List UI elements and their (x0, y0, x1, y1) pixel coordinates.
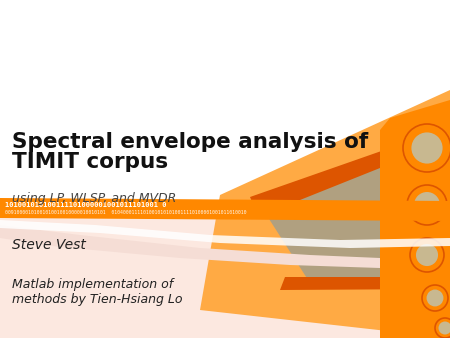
Polygon shape (255, 128, 450, 283)
Circle shape (422, 285, 448, 311)
Text: Matlab implementation of: Matlab implementation of (12, 278, 173, 291)
Polygon shape (0, 225, 380, 268)
Text: 101001010100111101000001001011101001 0: 101001010100111101000001001011101001 0 (5, 202, 166, 208)
Circle shape (435, 318, 450, 338)
FancyBboxPatch shape (0, 0, 450, 210)
Circle shape (411, 132, 443, 164)
Polygon shape (280, 277, 450, 290)
Text: 1001011110100001001010101001010001110100001010: 1001011110100001001010101001010001110100… (5, 195, 120, 199)
Text: Steve Vest: Steve Vest (12, 238, 86, 252)
Text: using LP, WLSP, and MVDR: using LP, WLSP, and MVDR (12, 192, 176, 205)
FancyBboxPatch shape (0, 210, 450, 338)
Polygon shape (0, 220, 450, 248)
Polygon shape (200, 90, 450, 338)
Circle shape (416, 244, 438, 266)
Text: 00910000101001010010010000010010101  0104000111101001010101001111010000100101101: 00910000101001010010010000010010101 0104… (5, 210, 247, 215)
Text: Spectral envelope analysis of: Spectral envelope analysis of (12, 132, 368, 152)
Circle shape (410, 238, 444, 272)
Polygon shape (0, 198, 450, 221)
Text: TIMIT corpus: TIMIT corpus (12, 152, 168, 172)
Circle shape (438, 321, 450, 335)
Circle shape (427, 290, 443, 307)
Polygon shape (380, 100, 450, 338)
Text: methods by Tien-Hsiang Lo: methods by Tien-Hsiang Lo (12, 293, 183, 306)
Circle shape (414, 192, 440, 218)
Polygon shape (250, 127, 450, 209)
Circle shape (403, 124, 450, 172)
Circle shape (407, 185, 447, 225)
